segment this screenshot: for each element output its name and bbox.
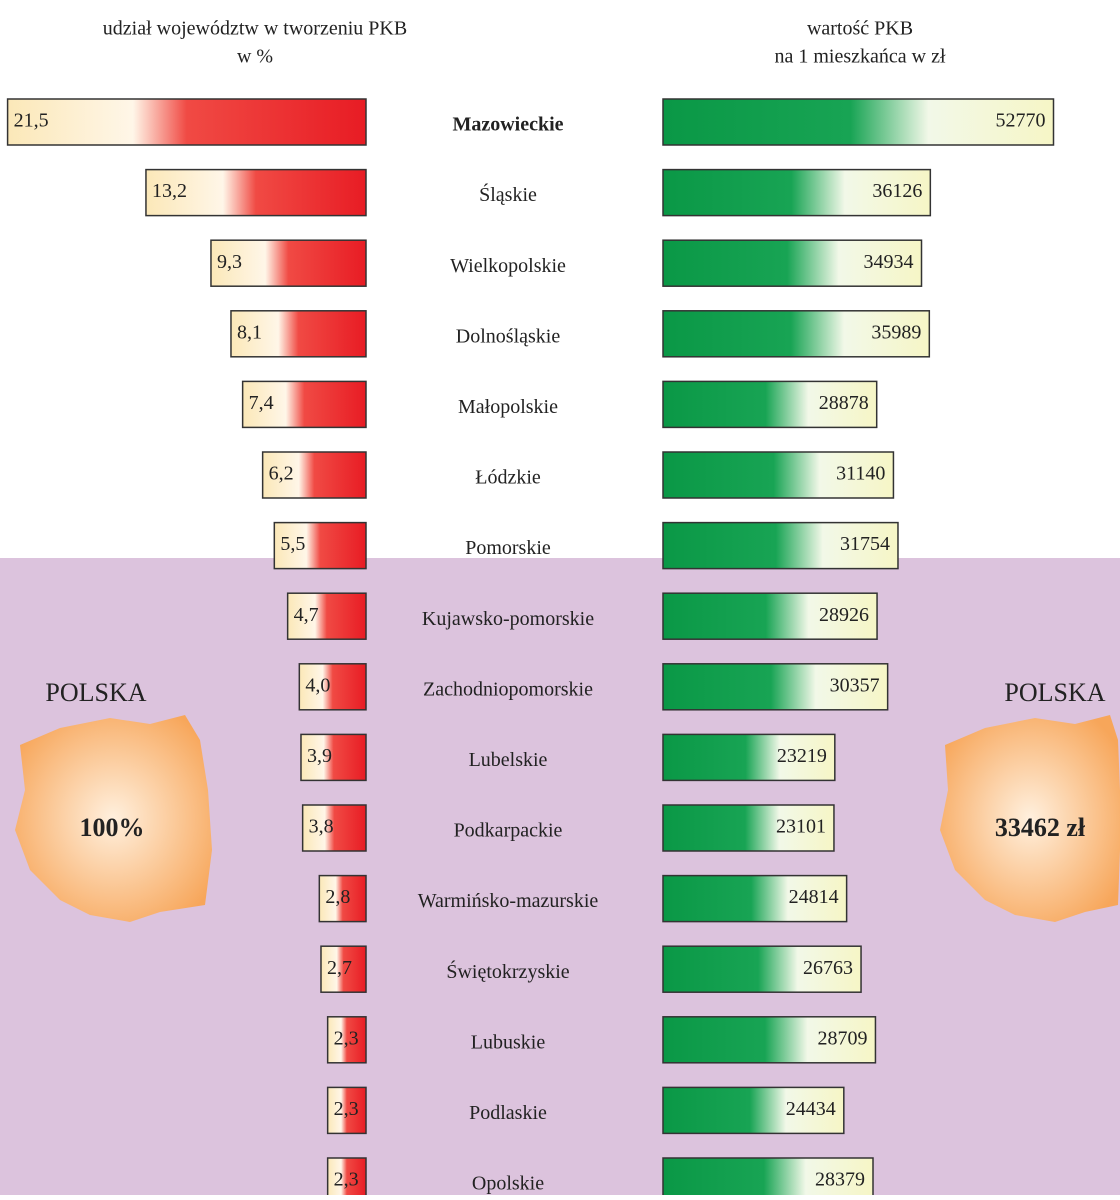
value-label: 5,5: [280, 533, 305, 555]
category-label: Kujawsko-pomorskie: [422, 608, 594, 630]
value-label: 28926: [819, 604, 869, 626]
bar: [241, 380, 367, 429]
bar: [662, 521, 899, 570]
category-label: Warmińsko-mazurskie: [418, 890, 599, 912]
value-label: 24814: [789, 886, 839, 908]
value-label: 30357: [830, 674, 880, 696]
value-label: 4,0: [305, 674, 330, 696]
bar: [301, 804, 367, 852]
bar: [662, 239, 923, 287]
category-label: Śląskie: [479, 182, 537, 206]
bar: [662, 945, 862, 993]
category-label: Zachodniopomorskie: [423, 678, 593, 700]
category-label: Wielkopolskie: [450, 255, 566, 277]
bar: [662, 1016, 877, 1064]
bar: [662, 592, 878, 640]
bar: [230, 310, 367, 358]
bar: [273, 521, 367, 570]
value-label: 28379: [815, 1169, 865, 1191]
total-value: 100%: [80, 813, 145, 842]
bar: [298, 663, 367, 711]
bar: [662, 168, 932, 217]
value-label: 2,3: [334, 1169, 359, 1191]
bar: [320, 945, 367, 993]
total-label: POLSKA: [1004, 678, 1105, 707]
value-label: 31140: [836, 463, 885, 485]
category-label: Opolskie: [472, 1173, 544, 1195]
left-title: udział województw w tworzeniu PKB: [103, 18, 407, 40]
value-label: 6,2: [269, 463, 294, 485]
bar: [326, 1016, 367, 1064]
bar: [326, 1086, 367, 1135]
category-label: Dolnośląskie: [456, 325, 561, 347]
value-label: 23101: [776, 816, 826, 838]
bar: [662, 733, 836, 782]
value-label: 2,8: [325, 886, 350, 908]
bar: [662, 1086, 845, 1135]
value-label: 2,7: [327, 957, 352, 979]
bar: [662, 804, 835, 852]
bar: [286, 592, 367, 640]
bar: [662, 1157, 874, 1200]
right-title: wartość PKB: [807, 18, 913, 40]
category-label: Lubuskie: [471, 1031, 546, 1053]
value-label: 36126: [872, 180, 922, 202]
bar: [662, 663, 889, 711]
value-label: 13,2: [152, 180, 187, 202]
bar: [210, 239, 367, 287]
value-label: 4,7: [294, 604, 319, 626]
map-poland: [15, 715, 212, 922]
map-poland: [940, 715, 1120, 922]
value-label: 35989: [871, 321, 921, 343]
category-label: Świętokrzyskie: [446, 959, 569, 983]
bar: [662, 451, 895, 499]
value-label: 31754: [840, 533, 890, 555]
value-label: 2,3: [334, 1027, 359, 1049]
bar: [662, 98, 1055, 146]
category-label: Łódzkie: [475, 467, 541, 489]
value-label: 3,9: [307, 745, 332, 767]
value-label: 24434: [786, 1098, 836, 1120]
right-title: na 1 mieszkańca w zł: [774, 46, 945, 68]
bar: [662, 380, 878, 429]
bar: [145, 168, 367, 217]
value-label: 7,4: [249, 392, 274, 414]
value-label: 28878: [819, 392, 869, 414]
category-label: Podlaskie: [469, 1102, 547, 1124]
bar: [662, 310, 931, 358]
category-label: Podkarpackie: [454, 820, 563, 842]
bar: [318, 874, 367, 923]
category-label: Mazowieckie: [452, 114, 563, 136]
value-label: 28709: [817, 1027, 867, 1049]
value-label: 52770: [995, 110, 1045, 132]
category-label: Małopolskie: [458, 396, 558, 418]
value-label: 2,3: [334, 1098, 359, 1120]
value-label: 9,3: [217, 251, 242, 273]
category-label: Lubelskie: [469, 749, 548, 771]
value-label: 8,1: [237, 321, 262, 343]
category-label: Pomorskie: [465, 537, 551, 559]
total-value: 33462 zł: [995, 813, 1086, 842]
bar: [662, 874, 848, 923]
value-label: 26763: [803, 957, 853, 979]
left-title: w %: [237, 46, 273, 68]
value-label: 34934: [864, 251, 914, 273]
bar: [261, 451, 367, 499]
value-label: 23219: [777, 745, 827, 767]
bar: [326, 1157, 367, 1200]
bar: [300, 733, 367, 782]
value-label: 21,5: [14, 110, 49, 132]
bar: [6, 98, 367, 146]
total-label: POLSKA: [45, 678, 146, 707]
value-label: 3,8: [309, 816, 334, 838]
